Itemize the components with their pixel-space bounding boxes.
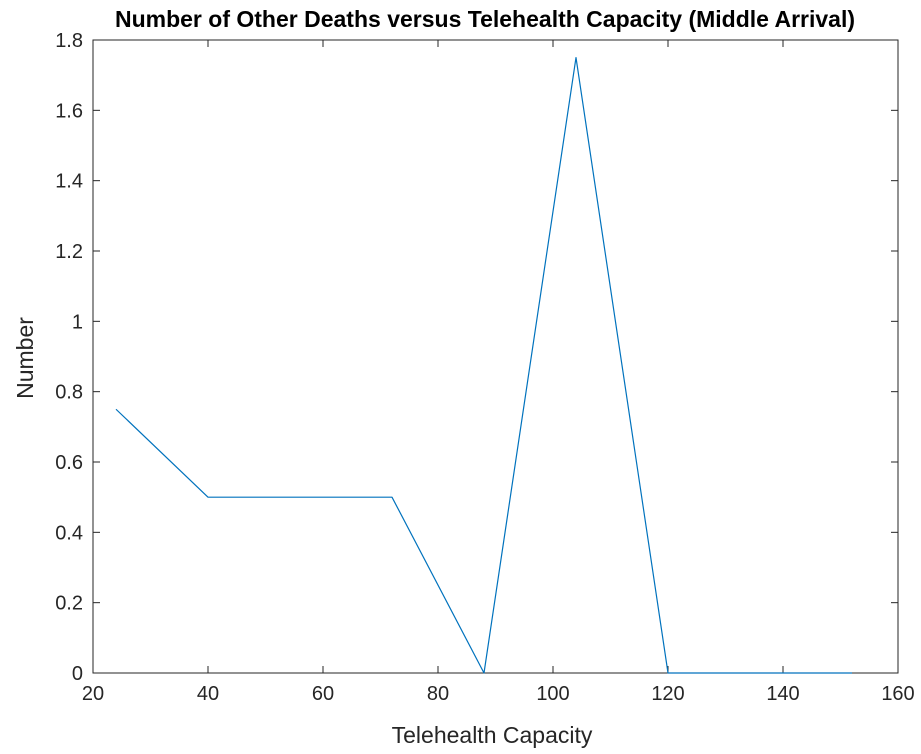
x-tick-label: 140 <box>766 683 799 705</box>
y-tick-label: 1.6 <box>55 100 83 122</box>
chart-title: Number of Other Deaths versus Telehealth… <box>115 6 855 32</box>
plot-area: 20 40 60 80 100 120 140 160 0 0.2 0.4 0.6 0.8 1 1.2 1.4… <box>55 30 915 705</box>
y-tick-label: 1 <box>72 311 83 333</box>
x-tick-label: 60 <box>312 683 334 705</box>
x-tick-label: 80 <box>427 683 449 705</box>
x-tick-label: 20 <box>82 683 104 705</box>
y-tick-label: 0.8 <box>55 382 83 404</box>
y-tick-label: 1.8 <box>55 30 83 52</box>
y-axis-label: Number <box>12 317 38 399</box>
x-tick-label: 100 <box>536 683 569 705</box>
y-tick-label: 1.4 <box>55 171 83 193</box>
x-tick-label: 40 <box>197 683 219 705</box>
y-tick-label: 0 <box>72 663 83 685</box>
y-tick-label: 1.2 <box>55 241 83 263</box>
x-axis-label: Telehealth Capacity <box>392 722 593 748</box>
y-tick-label: 0.6 <box>55 452 83 474</box>
axes-box <box>92 39 899 674</box>
x-tick-label: 120 <box>651 683 684 705</box>
x-tick-label: 160 <box>881 683 914 705</box>
y-tick-label: 0.4 <box>55 522 83 544</box>
y-tick-label: 0.2 <box>55 593 83 615</box>
